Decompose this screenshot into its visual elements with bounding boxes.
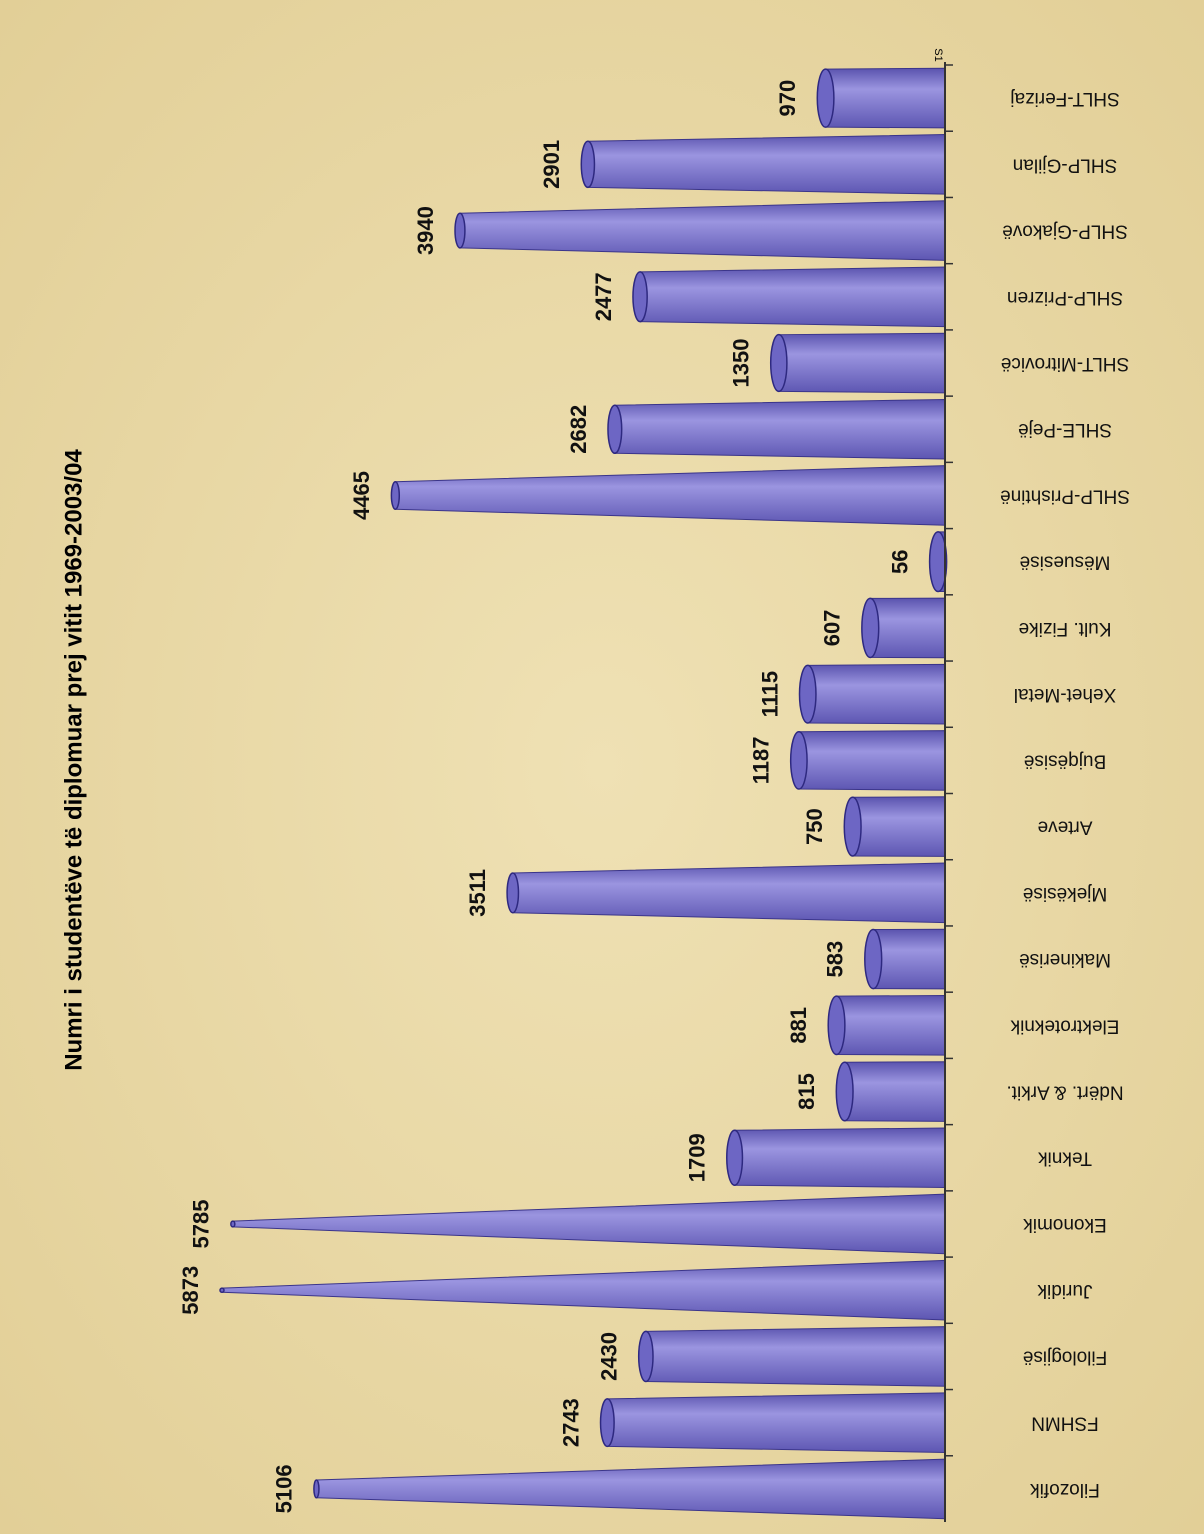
bar — [778, 332, 946, 394]
bar-end — [599, 1398, 615, 1448]
value-label: 5106 — [272, 1464, 297, 1513]
category-label: Mësuesisë — [1020, 552, 1111, 573]
category-label: Bujqësisë — [1024, 750, 1106, 771]
category-label: Ekonomik — [1023, 1214, 1107, 1235]
bar — [587, 134, 946, 195]
bar — [836, 994, 946, 1056]
value-label: 4465 — [349, 471, 374, 520]
value-label: 1115 — [757, 671, 782, 718]
bar-end — [637, 1330, 654, 1383]
bar — [614, 398, 946, 460]
category-label: Makinerisë — [1019, 949, 1111, 970]
bar-end — [580, 140, 596, 189]
value-label: 5785 — [189, 1200, 214, 1249]
bar-end — [864, 928, 883, 990]
category-label: Xehet-Metal — [1014, 684, 1116, 705]
bar-end — [454, 212, 466, 249]
value-label: 607 — [820, 610, 845, 647]
value-label: 2901 — [539, 140, 564, 189]
bar-end — [798, 664, 817, 724]
bar-end — [789, 730, 808, 790]
bar-end — [843, 796, 862, 857]
value-label: 970 — [775, 80, 800, 117]
bar — [872, 928, 946, 990]
value-label: 3511 — [465, 869, 490, 917]
value-label: 2743 — [558, 1398, 583, 1447]
bar — [639, 266, 946, 328]
bar-end — [230, 1220, 236, 1228]
bar-end — [928, 531, 948, 593]
category-label: Filologjisë — [1023, 1346, 1107, 1367]
category-label: Mjekësisë — [1023, 883, 1107, 904]
category-label: SHLP-Prizren — [1007, 287, 1123, 308]
category-label: Filozofik — [1030, 1479, 1100, 1500]
category-label: SHLP-Gjilan — [1013, 154, 1118, 175]
category-label: Arteve — [1038, 817, 1093, 838]
value-label: 2477 — [591, 272, 616, 321]
bar-end — [769, 333, 788, 393]
value-label: 1187 — [748, 737, 773, 785]
bar-end — [816, 68, 835, 128]
value-label: 815 — [794, 1073, 819, 1110]
bar — [798, 730, 946, 791]
bar-end — [607, 404, 623, 455]
category-label: Teknik — [1038, 1148, 1092, 1169]
chart-title: Numri i studentëve të diplomuar prej vit… — [60, 449, 87, 1071]
bar-end — [835, 1061, 854, 1122]
category-label: Juridik — [1037, 1280, 1092, 1301]
category-label: SHLP-Gjakovë — [1002, 221, 1128, 242]
value-label: 3940 — [413, 206, 438, 255]
value-label: 2682 — [566, 405, 591, 454]
bar — [825, 67, 946, 129]
bar — [512, 862, 946, 924]
category-label: FSHMN — [1031, 1413, 1099, 1434]
category-label: SHLT-Ferizaj — [1010, 88, 1119, 109]
bar-end — [506, 872, 520, 914]
value-label: 2430 — [597, 1332, 622, 1381]
value-label: 583 — [823, 941, 848, 978]
category-label: SHLE-Pejë — [1018, 419, 1112, 440]
category-label: Elektroteknik — [1010, 1015, 1119, 1036]
bar — [606, 1392, 946, 1453]
bar-end — [390, 480, 401, 511]
bar — [852, 796, 946, 857]
category-label: SHLT-Mitrovicë — [1001, 353, 1129, 374]
bar — [645, 1326, 946, 1387]
bar — [734, 1127, 946, 1189]
category-label: Kult. Fizike — [1019, 618, 1112, 639]
bar — [807, 663, 946, 725]
category-label: SHLP-Prishtinë — [1000, 485, 1130, 506]
category-label: Ndërt. & Arkit. — [1006, 1082, 1123, 1103]
value-label: 1350 — [729, 339, 754, 388]
bar-end — [219, 1287, 225, 1294]
bar-end — [726, 1129, 744, 1186]
value-label: 750 — [802, 808, 827, 845]
value-label: 1709 — [685, 1133, 710, 1182]
value-label: 56 — [887, 549, 912, 573]
bar-end — [313, 1479, 320, 1499]
value-label: 5873 — [178, 1266, 203, 1315]
series-label: S1 — [932, 48, 944, 61]
bar-end — [827, 995, 846, 1056]
bar — [844, 1061, 946, 1122]
bar — [869, 597, 946, 659]
value-label: 881 — [786, 1007, 811, 1044]
bar-end — [632, 271, 648, 323]
bar-end — [861, 597, 880, 659]
